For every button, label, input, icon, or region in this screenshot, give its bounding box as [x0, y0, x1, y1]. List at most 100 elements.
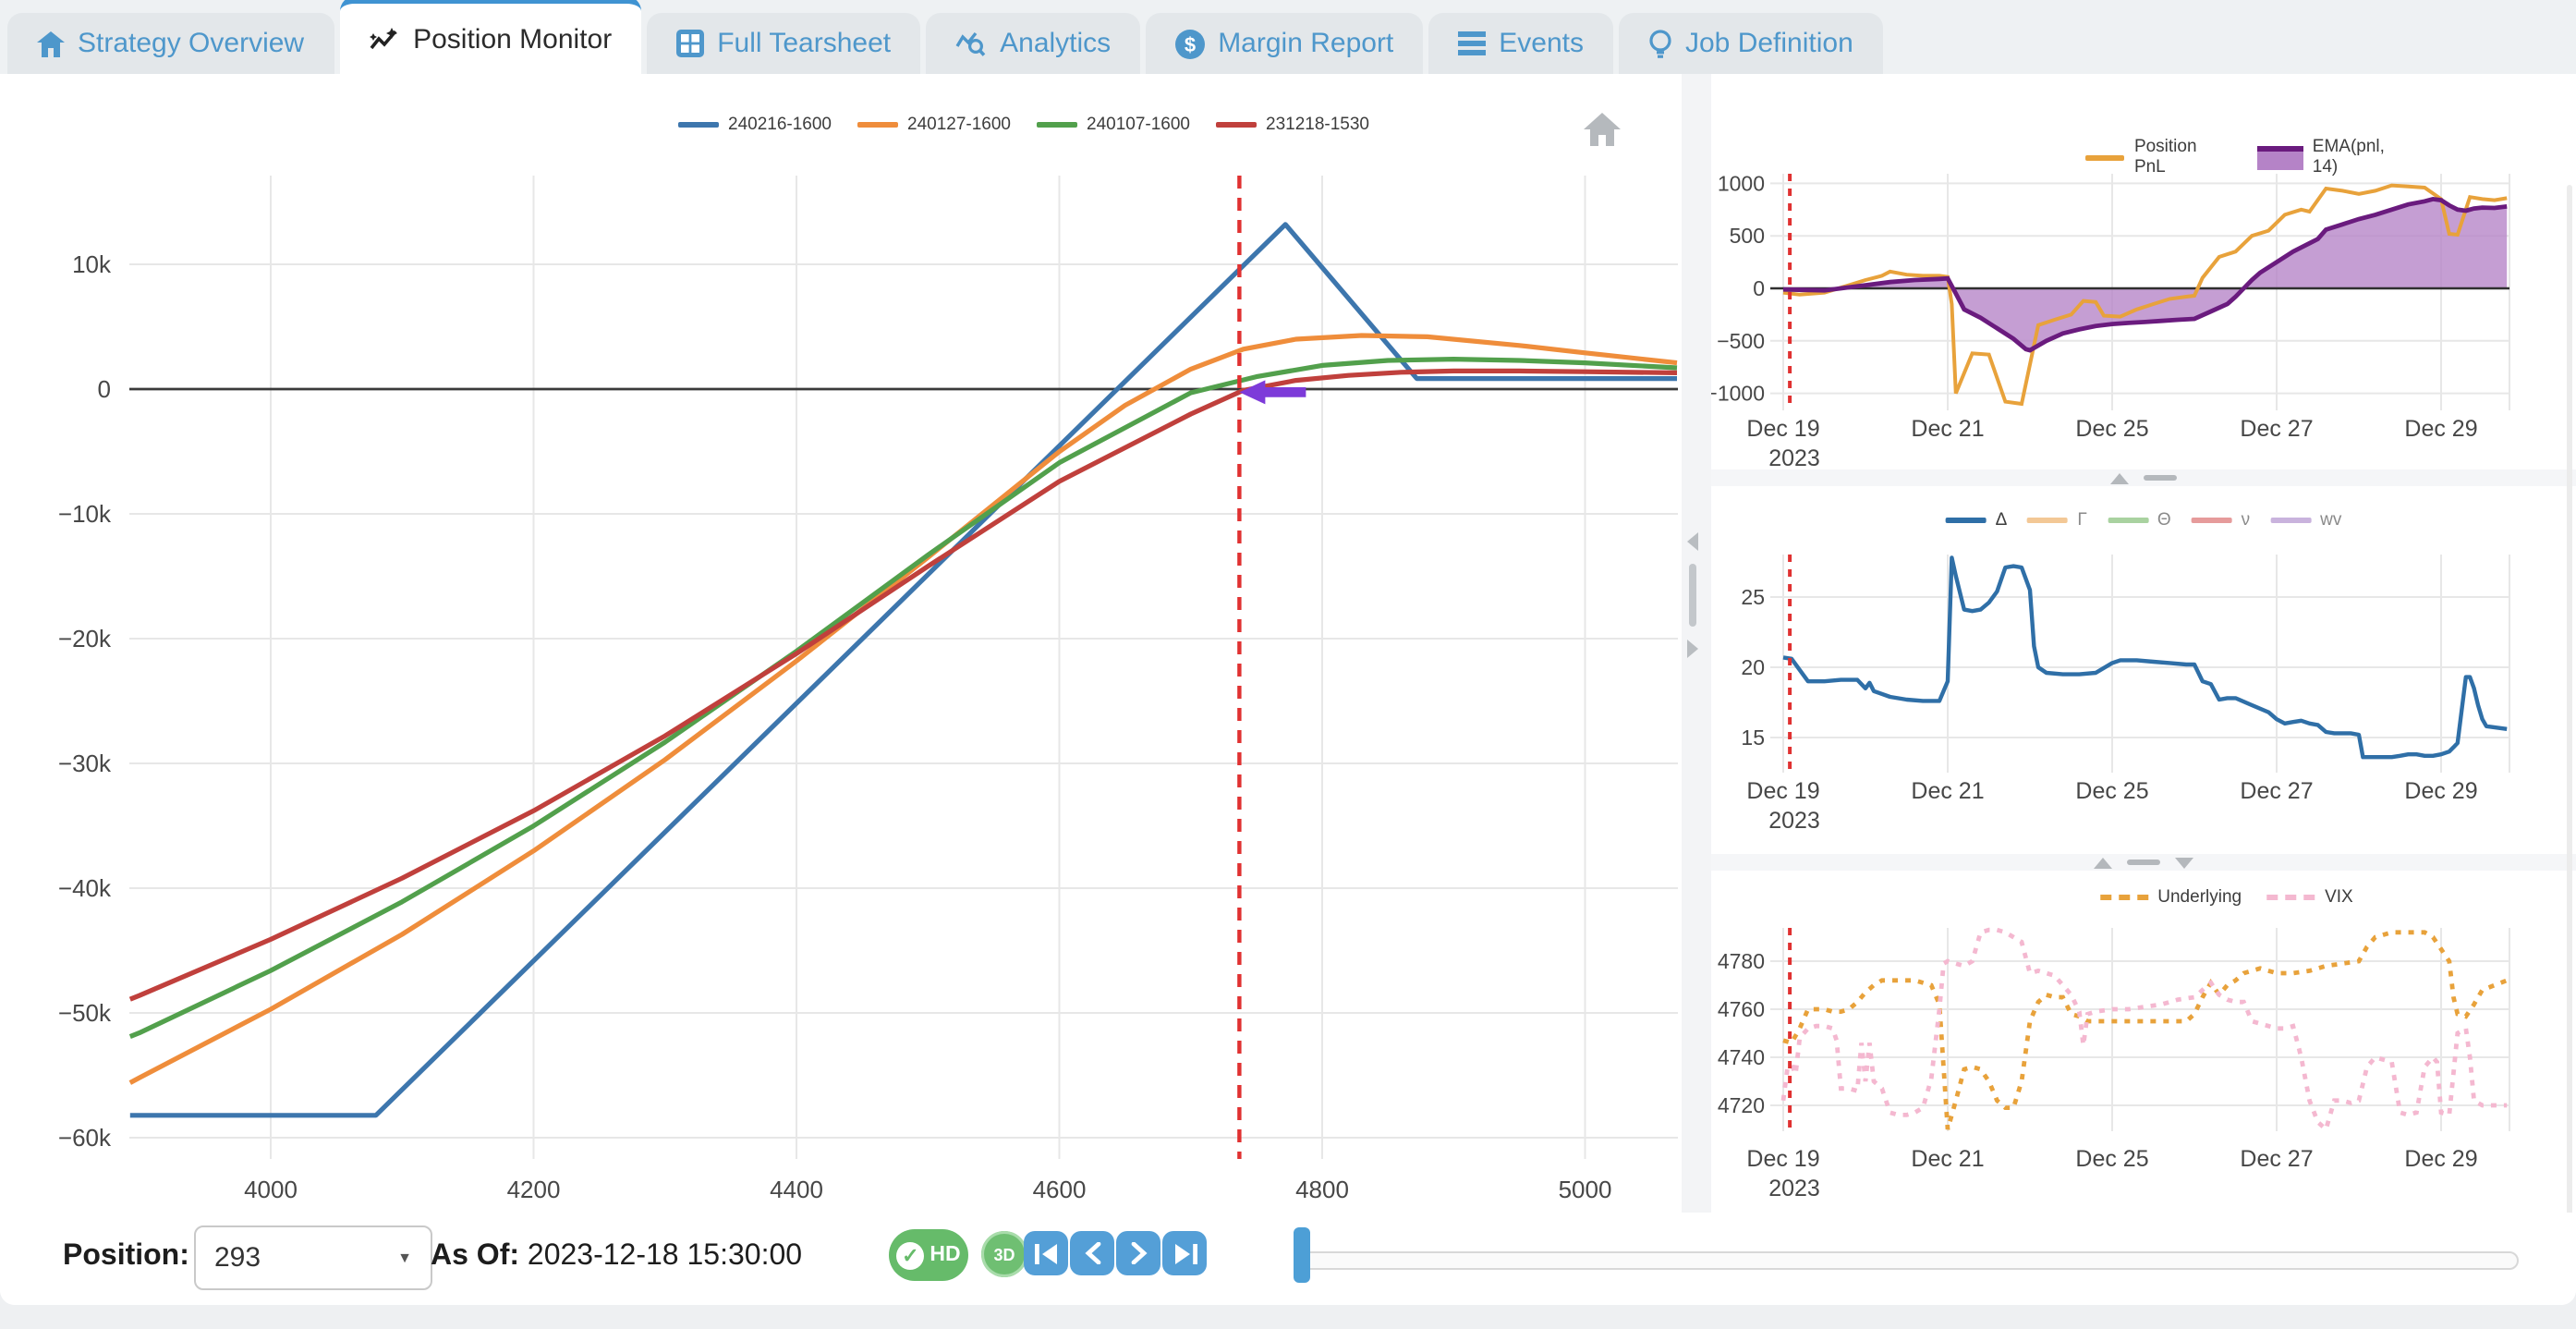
- legend-swatch: [857, 122, 898, 128]
- tab-bar: Strategy Overview Position Monitor Full …: [0, 0, 2576, 74]
- svg-text:20: 20: [1741, 655, 1765, 679]
- market-legend: Underlying VIX: [2100, 887, 2353, 908]
- greeks-chart[interactable]: Dec 19 2023 Dec 21 Dec 25 Dec 27 Dec 29 25 20 15: [1711, 545, 2576, 850]
- legend-item[interactable]: 240127-1600: [857, 115, 1011, 135]
- legend-item[interactable]: wv: [2270, 510, 2341, 530]
- pnl-chart[interactable]: Dec 19 2023 Dec 21 Dec 25 Dec 27 Dec 29 1000 50…: [1711, 166, 2576, 481]
- svg-text:Dec 29: Dec 29: [2404, 778, 2477, 804]
- legend-swatch: [1945, 518, 1987, 523]
- svg-text:4600: 4600: [1033, 1176, 1087, 1203]
- vertical-splitter[interactable]: [1682, 74, 1711, 1220]
- time-slider-handle[interactable]: [1294, 1227, 1310, 1283]
- skip-first-button[interactable]: [1024, 1231, 1068, 1275]
- svg-text:Dec 19: Dec 19: [1746, 1146, 1819, 1172]
- 3d-view-button[interactable]: 3D: [981, 1231, 1027, 1277]
- legend-item[interactable]: Position PnL: [2085, 137, 2230, 177]
- horizontal-splitter-1[interactable]: [1711, 469, 2576, 486]
- time-slider-track[interactable]: [1297, 1251, 2519, 1270]
- position-select-value: 293: [214, 1242, 261, 1274]
- splitter-grip[interactable]: [1689, 564, 1696, 627]
- legend-swatch: [1037, 122, 1077, 128]
- svg-text:4000: 4000: [244, 1176, 298, 1203]
- tab-margin-report[interactable]: $ Margin Report: [1146, 13, 1424, 74]
- expand-down-icon[interactable]: [2175, 857, 2193, 868]
- tab-job-definition[interactable]: Job Definition: [1619, 13, 1883, 74]
- tab-position-monitor[interactable]: Position Monitor: [339, 0, 642, 74]
- svg-text:−40k: −40k: [58, 874, 112, 902]
- lightbulb-icon: [1648, 29, 1672, 58]
- legend-item[interactable]: Θ: [2107, 510, 2171, 530]
- legend-item[interactable]: 240216-1600: [678, 115, 832, 135]
- legend-label: 240127-1600: [907, 115, 1011, 135]
- tab-full-tearsheet[interactable]: Full Tearsheet: [647, 13, 921, 74]
- home-icon: [37, 30, 65, 56]
- svg-text:4740: 4740: [1718, 1045, 1765, 1069]
- payoff-chart[interactable]: 4000 4200 4400 4600 4800 5000 10k 0 −10k −20k −30k…: [0, 74, 1700, 1229]
- vertical-splitter-handle[interactable]: [1687, 532, 1698, 658]
- legend-item[interactable]: 231218-1530: [1216, 115, 1369, 135]
- legend-swatch: [2100, 895, 2149, 900]
- skip-first-icon: [1034, 1243, 1056, 1263]
- market-chart[interactable]: Dec 19 2023 Dec 21 Dec 25 Dec 27 Dec 29 4780 47…: [1711, 924, 2576, 1294]
- svg-text:500: 500: [1730, 224, 1765, 248]
- svg-text:−50k: −50k: [58, 999, 112, 1027]
- legend-label: 240216-1600: [728, 115, 832, 135]
- scrollbar-track[interactable]: [2567, 185, 2572, 1220]
- svg-text:2023: 2023: [1768, 445, 1820, 471]
- chevron-right-icon: [1130, 1242, 1147, 1264]
- legend-item[interactable]: VIX: [2267, 887, 2353, 908]
- tab-label: Job Definition: [1685, 28, 1853, 59]
- svg-text:Dec 21: Dec 21: [1911, 778, 1984, 804]
- legend-item[interactable]: EMA(pnl, 14): [2256, 137, 2412, 177]
- splitter-grip[interactable]: [2127, 860, 2160, 865]
- skip-last-button[interactable]: [1162, 1231, 1207, 1275]
- tab-label: Position Monitor: [413, 23, 613, 55]
- legend-swatch: [2107, 518, 2148, 523]
- svg-text:4200: 4200: [507, 1176, 561, 1203]
- svg-text:0: 0: [98, 375, 111, 403]
- content-panel: 240216-1600 240127-1600 240107-1600 231218-…: [0, 74, 2576, 1305]
- splitter-grip[interactable]: [2144, 475, 2177, 481]
- svg-text:Dec 21: Dec 21: [1911, 1146, 1984, 1172]
- legend-label: EMA(pnl, 14): [2312, 137, 2385, 177]
- legend-label: VIX: [2325, 887, 2353, 908]
- hd-toggle-button[interactable]: ✓ HD: [889, 1229, 968, 1281]
- collapse-left-icon[interactable]: [1687, 532, 1698, 551]
- chevron-left-icon: [1084, 1242, 1100, 1264]
- svg-text:Dec 19: Dec 19: [1746, 416, 1819, 442]
- expand-up-icon[interactable]: [2094, 857, 2112, 868]
- tab-analytics[interactable]: Analytics: [926, 13, 1141, 74]
- position-select[interactable]: 293 ▼: [194, 1225, 432, 1290]
- svg-text:−1000: −1000: [1711, 382, 1765, 406]
- horizontal-splitter-2[interactable]: [1711, 854, 2576, 871]
- collapse-right-icon[interactable]: [1687, 640, 1698, 658]
- step-forward-button[interactable]: [1116, 1231, 1160, 1275]
- 3d-label: 3D: [993, 1245, 1015, 1263]
- tab-label: Analytics: [1000, 28, 1112, 59]
- svg-text:4760: 4760: [1718, 997, 1765, 1021]
- tab-strategy-overview[interactable]: Strategy Overview: [7, 13, 334, 74]
- legend-item[interactable]: Underlying: [2100, 887, 2242, 908]
- step-back-button[interactable]: [1070, 1231, 1114, 1275]
- payoff-legend: 240216-1600 240127-1600 240107-1600 231218-…: [678, 115, 1369, 135]
- reset-axes-home-icon[interactable]: [1582, 111, 1622, 157]
- legend-item[interactable]: 240107-1600: [1037, 115, 1190, 135]
- legend-item[interactable]: ν: [2191, 510, 2250, 530]
- legend-item[interactable]: Γ: [2027, 510, 2087, 530]
- legend-swatch: [2267, 895, 2316, 900]
- legend-item[interactable]: Δ: [1945, 510, 2007, 530]
- svg-text:Dec 29: Dec 29: [2404, 1146, 2477, 1172]
- tab-label: Full Tearsheet: [717, 28, 892, 59]
- legend-swatch: [2270, 518, 2312, 523]
- sparkline-icon: [369, 25, 400, 53]
- tab-label: Strategy Overview: [78, 28, 305, 59]
- svg-text:Dec 21: Dec 21: [1911, 416, 1984, 442]
- legend-label: Position PnL: [2133, 137, 2197, 177]
- asof-group: As Of: 2023-12-18 15:30:00: [431, 1240, 802, 1274]
- tab-events[interactable]: Events: [1428, 13, 1613, 74]
- pnl-legend: Position PnL EMA(pnl, 14): [2085, 137, 2412, 177]
- svg-text:1000: 1000: [1718, 171, 1765, 195]
- svg-text:−30k: −30k: [58, 750, 112, 777]
- expand-up-icon[interactable]: [2110, 472, 2129, 483]
